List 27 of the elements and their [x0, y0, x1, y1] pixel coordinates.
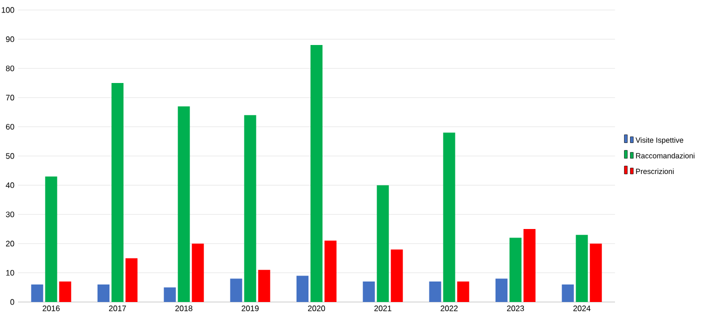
- bar: [112, 82, 124, 302]
- bar: [510, 238, 522, 302]
- bar: [496, 278, 508, 302]
- bar: [524, 229, 536, 302]
- bar: [376, 185, 389, 302]
- bar: [443, 132, 456, 302]
- bar: [562, 284, 574, 302]
- bar: [164, 287, 176, 302]
- bar: [296, 276, 309, 302]
- bar: [45, 176, 58, 302]
- bar: [59, 282, 72, 302]
- bar: [126, 258, 138, 302]
- bar: [258, 270, 270, 302]
- bar: [244, 115, 256, 302]
- bar: [362, 282, 375, 302]
- bar: [576, 234, 588, 302]
- bar: [390, 249, 403, 302]
- bar: [429, 282, 442, 302]
- bar: [230, 278, 242, 302]
- bar: [590, 244, 602, 302]
- bar: [310, 45, 323, 302]
- bar: [98, 284, 110, 302]
- bar: [457, 282, 470, 302]
- bar: [192, 244, 204, 302]
- bar: [31, 284, 44, 302]
- bar: [178, 106, 190, 302]
- bar: [324, 240, 337, 302]
